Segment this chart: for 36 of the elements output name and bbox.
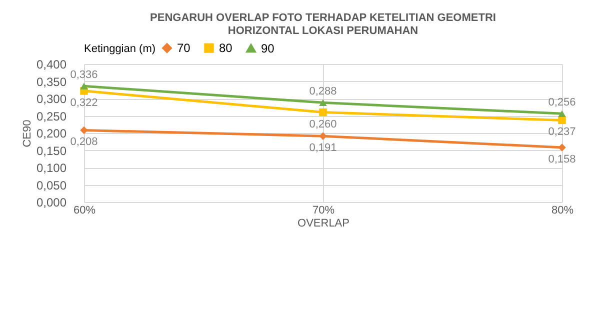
- x-tick-label: 80%: [551, 204, 574, 216]
- data-label: 0,158: [548, 153, 576, 166]
- x-tick-label: 70%: [312, 204, 335, 216]
- point: [558, 116, 566, 124]
- y-axis-title: CE90: [21, 120, 34, 148]
- point: [80, 82, 88, 90]
- point: [558, 144, 566, 152]
- y-tick-label: 0,100: [36, 161, 67, 175]
- point: [319, 132, 327, 140]
- data-label: 0,322: [70, 96, 98, 109]
- data-label: 0,256: [548, 96, 576, 109]
- x-tick-label: 60%: [73, 204, 96, 216]
- data-label: 0,260: [309, 118, 337, 130]
- data-label: 0,237: [548, 126, 576, 138]
- data-label: 0,191: [309, 142, 337, 154]
- legend-title: Ketinggian (m): [84, 43, 156, 55]
- chart-title: PENGARUH OVERLAP FOTO TERHADAP KETELITIAN GEOMETRI HORIZONTAL LOKASI PERUMAHAN: [150, 12, 496, 37]
- legend-label: 90: [261, 41, 275, 56]
- y-tick-label: 0,000: [36, 196, 67, 210]
- point: [80, 126, 88, 134]
- y-tick-label: 0,050: [36, 178, 67, 192]
- data-label: 0,336: [70, 69, 98, 82]
- y-tick-label: 0,300: [36, 92, 67, 106]
- y-tick-label: 0,150: [36, 144, 67, 158]
- y-tick-label: 0,400: [36, 58, 67, 72]
- y-tick-label: 0,250: [36, 109, 67, 124]
- point: [558, 110, 566, 118]
- y-tick-label: 0,200: [36, 126, 67, 140]
- legend-label: 80: [219, 41, 233, 56]
- legend-label: 70: [177, 41, 191, 56]
- data-label: 0,208: [70, 136, 98, 148]
- data-label: 0,288: [309, 86, 337, 98]
- x-axis-title: OVERLAP: [298, 218, 350, 230]
- point: [319, 108, 327, 116]
- y-tick-label: 0,350: [36, 74, 67, 89]
- point: [319, 99, 327, 106]
